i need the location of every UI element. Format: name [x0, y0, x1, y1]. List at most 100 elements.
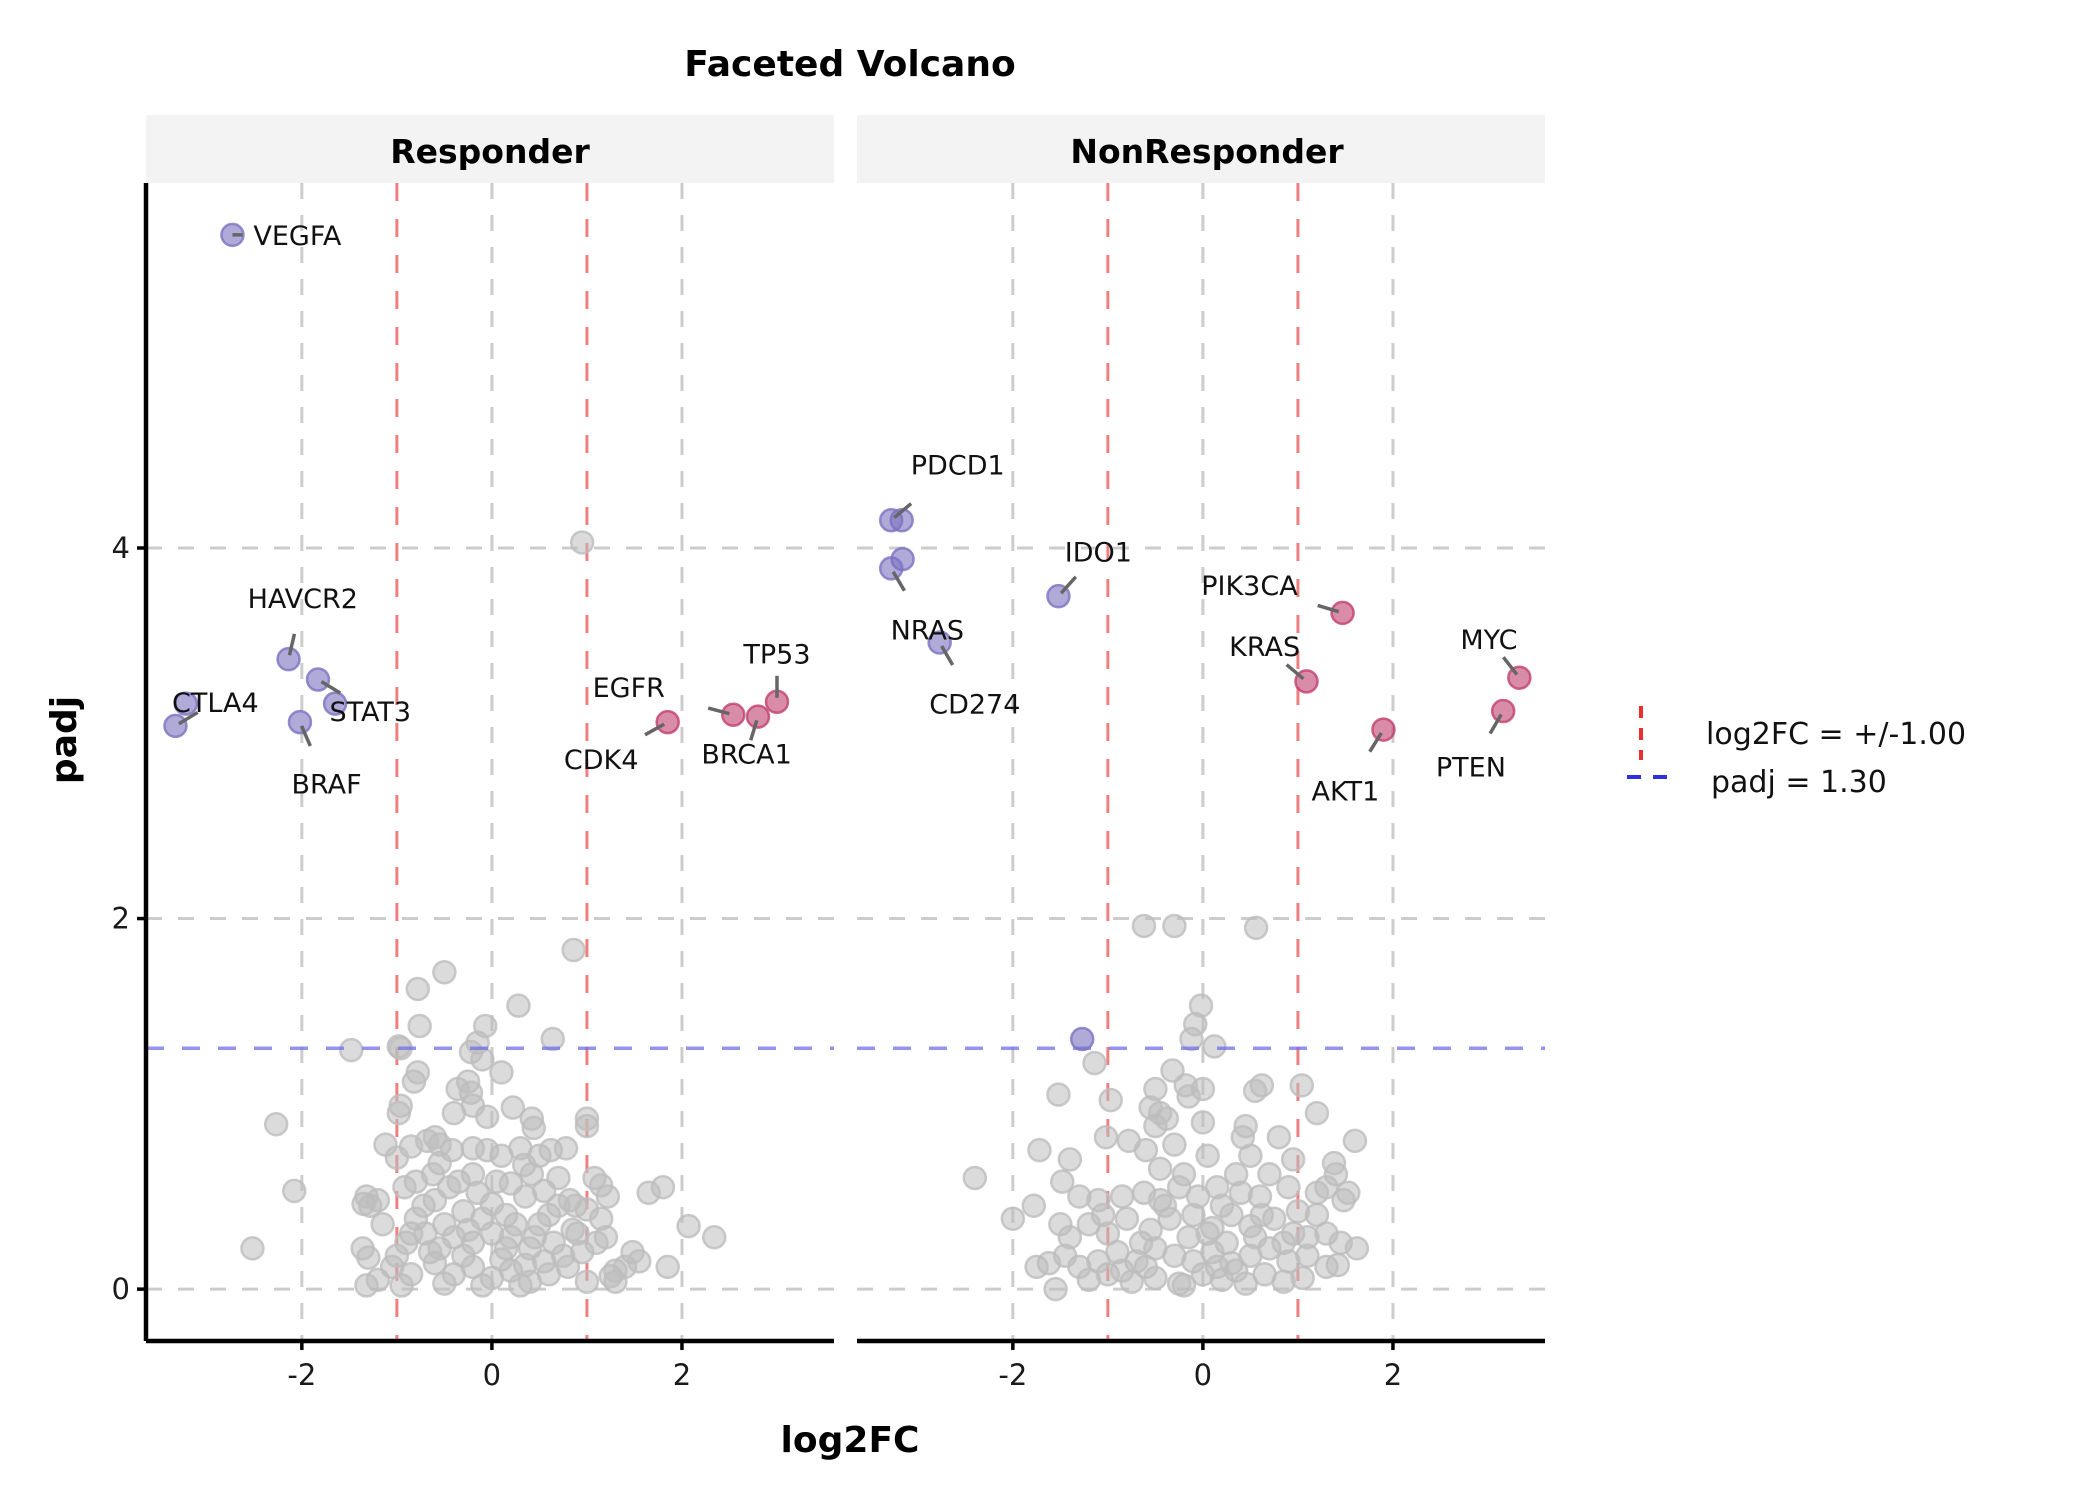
ns-point: [1290, 1265, 1315, 1291]
gene-label: CDK4: [564, 745, 639, 776]
ns-point: [1181, 1202, 1206, 1228]
ns-point: [484, 1169, 509, 1194]
ns-point: [1271, 1230, 1296, 1256]
label-leader-line: [320, 680, 342, 695]
ns-point: [455, 1217, 481, 1243]
ns-point: [405, 976, 431, 1002]
nonsignificant-points: [962, 913, 1370, 1302]
ns-point: [1082, 1050, 1107, 1076]
ns-point: [655, 1254, 680, 1280]
ns-point: [1043, 1276, 1068, 1302]
ns-point: [1109, 1258, 1135, 1283]
ns-point: [1133, 1254, 1159, 1280]
ns-point: [1342, 1128, 1368, 1154]
ns-point: [1128, 1230, 1154, 1256]
ns-point: [1131, 913, 1157, 939]
facet-strip-nonresponder: [857, 115, 1545, 183]
ns-point: [569, 530, 595, 555]
threshold-lines: [1106, 183, 1300, 1341]
axes: -2 0 2: [857, 1338, 1545, 1392]
legend-padj-label: padj = 1.30: [1711, 765, 1887, 800]
ns-point: [1090, 1202, 1116, 1228]
x-tick-label: -2: [287, 1358, 316, 1392]
gene-label: PTEN: [1436, 753, 1506, 784]
ns-point: [1000, 1206, 1026, 1231]
x-tick-label: 0: [483, 1358, 501, 1392]
facet-panel-nonresponder: NonResponder PDCD1 NRAS CD274 IDO1 PIK3CA KRA…: [857, 115, 1545, 1392]
gene-label: KRAS: [1229, 632, 1300, 663]
gene-label: PDCD1: [911, 451, 1005, 482]
ns-point: [386, 1100, 412, 1126]
ns-point: [1190, 1076, 1216, 1102]
ns-point: [1027, 1137, 1052, 1163]
ns-point: [1314, 1174, 1339, 1200]
x-tick-label: -2: [998, 1358, 1027, 1392]
ns-point: [1344, 1236, 1370, 1261]
ns-point: [1098, 1087, 1123, 1113]
significant-point: [927, 630, 952, 655]
ns-point: [1171, 1161, 1197, 1187]
ns-point: [470, 1047, 495, 1072]
significant-point: [173, 691, 199, 716]
ns-point: [356, 1245, 381, 1270]
ns-point: [550, 1243, 576, 1269]
significant-point: [287, 709, 313, 735]
y-tick-label: 0: [112, 1272, 130, 1306]
gene-label: IDO1: [1065, 538, 1132, 569]
ns-point: [650, 1174, 676, 1200]
ns-point: [339, 1037, 364, 1063]
threshold-lines: [395, 183, 589, 1341]
x-tick-label: 2: [1384, 1358, 1402, 1392]
chart-title: Faceted Volcano: [684, 44, 1015, 85]
ns-point: [401, 1069, 427, 1094]
ns-point: [1204, 1254, 1230, 1280]
label-leader-line: [287, 633, 297, 656]
label-leader-line: [1285, 663, 1305, 681]
x-tick-label: 0: [1194, 1358, 1212, 1392]
ns-point: [432, 1271, 457, 1296]
ns-point: [1238, 1143, 1263, 1168]
label-leader-line: [1501, 656, 1519, 676]
ns-point: [503, 1212, 528, 1237]
ns-point: [446, 1169, 471, 1194]
ns-point: [263, 1111, 289, 1137]
x-tick-label: 2: [673, 1358, 691, 1392]
ns-point: [1147, 1156, 1173, 1181]
label-leader-line: [177, 710, 199, 726]
significant-point: [655, 709, 680, 735]
ns-point: [489, 1060, 514, 1085]
gene-label: BRCA1: [701, 740, 791, 771]
facet-strip-label-nonresponder: NonResponder: [1070, 132, 1344, 171]
ns-point: [389, 1273, 414, 1298]
y-tick-label: 4: [112, 531, 130, 565]
ns-point: [512, 1184, 538, 1209]
facet-strip-responder: [146, 115, 834, 183]
significant-point: [1490, 698, 1516, 724]
ns-point: [474, 1104, 500, 1130]
gene-label: STAT3: [329, 697, 411, 728]
ns-point: [595, 1184, 621, 1209]
ns-point: [1057, 1147, 1083, 1172]
ns-point: [1109, 1184, 1135, 1209]
ns-point: [432, 960, 457, 985]
significant-point: [1330, 600, 1355, 626]
legend: log2FC = +/-1.00 padj = 1.30: [1627, 706, 1966, 800]
ns-point: [1325, 1252, 1351, 1278]
ns-point: [574, 1269, 600, 1294]
ns-point: [1050, 1169, 1075, 1194]
ns-point: [445, 1076, 470, 1102]
ns-point: [1162, 1132, 1187, 1157]
ns-point: [1195, 1221, 1220, 1246]
label-leader-line: [299, 725, 312, 747]
ns-point: [465, 1180, 490, 1206]
significant-point: [890, 546, 915, 572]
ns-point: [411, 1193, 436, 1218]
ns-point: [1219, 1202, 1244, 1228]
significant-point: [1371, 717, 1396, 742]
ns-point: [451, 1243, 476, 1269]
label-leader-line: [893, 502, 913, 519]
ns-point: [398, 1221, 424, 1246]
ns-point: [1202, 1034, 1227, 1059]
ns-point: [500, 1095, 526, 1120]
significant-point: [1069, 1026, 1095, 1052]
